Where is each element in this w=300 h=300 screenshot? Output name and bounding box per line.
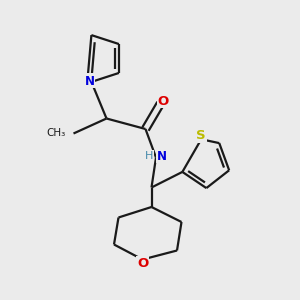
Text: N: N xyxy=(84,74,94,87)
Text: O: O xyxy=(158,94,169,108)
Text: N: N xyxy=(157,149,167,163)
Text: CH₃: CH₃ xyxy=(47,128,66,139)
Text: N: N xyxy=(85,75,95,88)
Text: H: H xyxy=(145,151,154,161)
Text: S: S xyxy=(196,129,206,142)
Text: O: O xyxy=(137,256,148,270)
